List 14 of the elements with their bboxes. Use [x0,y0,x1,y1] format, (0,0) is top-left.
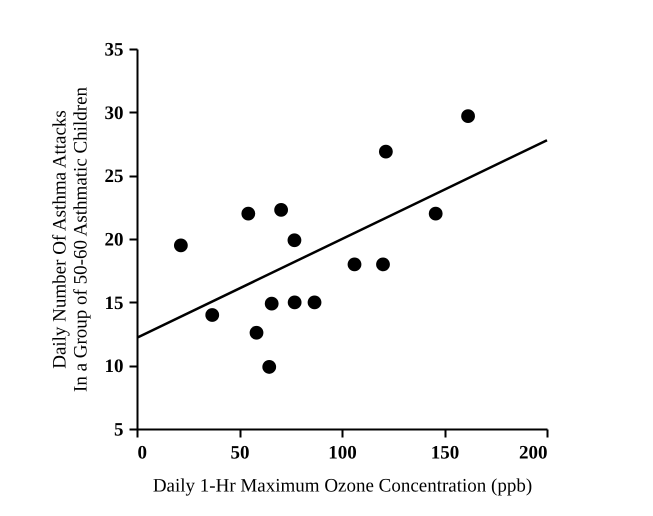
y-tick-label: 5 [114,420,124,440]
x-tick-label: 100 [328,442,357,464]
x-tick-label: 50 [230,442,250,464]
y-tick-label: 30 [104,102,124,124]
x-axis-title: Daily 1-Hr Maximum Ozone Concentration (ppb) [152,476,532,496]
y-tick-label: 35 [104,40,124,60]
y-tick-label: 25 [104,166,124,188]
y-tick-label: 10 [104,356,124,378]
y-tick-label: 20 [104,230,124,250]
x-tick-label: 200 [519,442,548,464]
y-axis-title: Daily Number Of Asthma Attacks In a Group of 50-60 Asthmatic Children [50,86,92,392]
x-tick-label: 0 [138,442,147,464]
y-tick-label: 15 [104,292,124,314]
x-tick-label: 150 [430,442,460,464]
